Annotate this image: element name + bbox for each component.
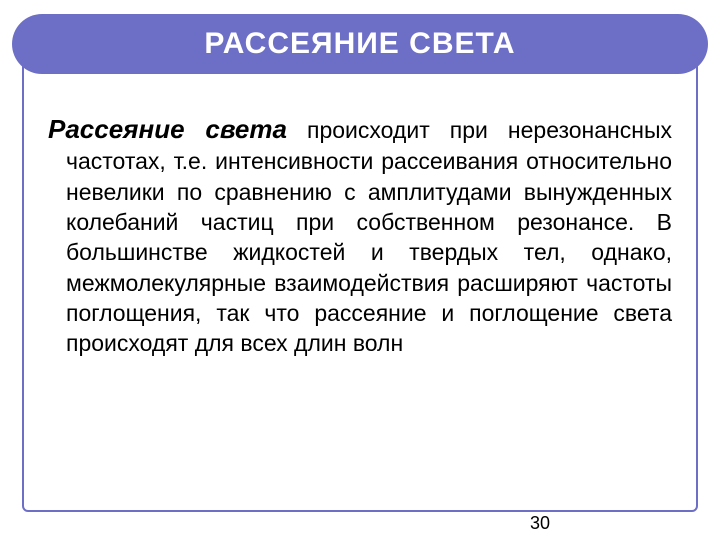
lead-phrase: Рассеяние света (48, 114, 287, 144)
body-text: происходит при нерезонансных частотах, т… (66, 117, 672, 356)
content-box: Рассеяние света происходит при нерезонан… (22, 58, 698, 512)
page-number: 30 (530, 513, 550, 534)
title-banner: РАССЕЯНИЕ СВЕТА (12, 14, 708, 74)
page-title: РАССЕЯНИЕ СВЕТА (204, 27, 515, 61)
body-paragraph: Рассеяние света происходит при нерезонан… (48, 112, 672, 359)
